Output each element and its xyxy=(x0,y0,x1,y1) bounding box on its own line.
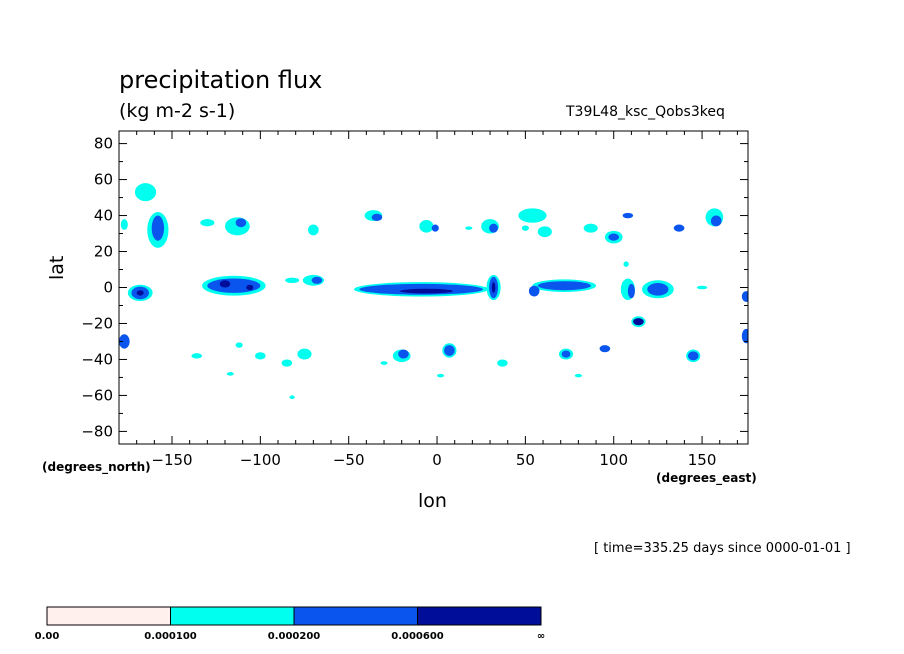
precip-region-63 xyxy=(497,359,508,367)
x-tick-label: 0 xyxy=(432,451,442,469)
precip-region-13 xyxy=(311,276,323,284)
precip-region-29 xyxy=(518,208,547,223)
y-tick-label: 80 xyxy=(94,135,113,153)
y-tick-label: −60 xyxy=(81,386,113,404)
precip-region-73 xyxy=(623,261,629,267)
x-tick-label: −50 xyxy=(333,451,365,469)
precip-region-22 xyxy=(537,281,591,291)
precip-region-52 xyxy=(741,328,748,344)
precip-region-57 xyxy=(281,359,293,367)
precip-region-51 xyxy=(119,334,130,349)
contour-fills xyxy=(119,183,748,400)
chart-units: (kg m-2 s-1) xyxy=(119,100,236,122)
precip-region-26 xyxy=(627,283,635,299)
y-tick-label: 20 xyxy=(94,243,113,261)
precip-region-28 xyxy=(633,318,644,326)
precip-region-50 xyxy=(255,352,266,360)
precip-region-5 xyxy=(136,290,144,296)
colorbar-label-3: 0.000600 xyxy=(391,631,444,642)
axes: −150 −100 −50 0 50 100 150 80 60 40 20 0 −20 −40 −60 −8… xyxy=(81,131,748,469)
precip-region-48 xyxy=(687,351,699,361)
precip-region-24 xyxy=(647,283,669,296)
colorbar-label-0: 0.00 xyxy=(35,631,60,642)
precip-region-61 xyxy=(673,224,685,232)
precip-region-46 xyxy=(561,350,571,358)
precip-region-62 xyxy=(696,285,708,290)
precip-region-11 xyxy=(235,218,247,228)
run-id-label: T39L48_ksc_Qobs3keq xyxy=(566,104,725,120)
precip-region-8 xyxy=(219,280,231,288)
precip-region-30 xyxy=(537,226,552,238)
x-tick-label: −100 xyxy=(240,451,281,469)
colorbar-swatch-2 xyxy=(293,606,418,626)
precip-region-38 xyxy=(431,224,439,232)
precip-region-54 xyxy=(599,345,611,353)
precip-region-72 xyxy=(574,373,582,378)
precip-region-71 xyxy=(289,395,295,400)
precip-region-68 xyxy=(380,361,388,365)
precip-region-9 xyxy=(246,284,254,291)
precip-region-53 xyxy=(741,291,748,302)
precip-region-7 xyxy=(207,278,261,293)
colorbar-label-4: ∞ xyxy=(537,631,545,642)
y-tick-label: 0 xyxy=(103,279,113,297)
colorbar-swatch-1 xyxy=(170,606,295,626)
precip-region-40 xyxy=(489,223,498,233)
precip-region-36 xyxy=(371,213,383,221)
precip-region-20 xyxy=(491,282,496,293)
precip-region-60 xyxy=(622,212,634,219)
precip-region-32 xyxy=(608,233,620,241)
precip-region-37 xyxy=(419,220,434,233)
x-axis-label: lon xyxy=(418,490,447,512)
precip-region-44 xyxy=(444,345,455,356)
precip-region-69 xyxy=(437,373,445,378)
precip-region-58 xyxy=(200,219,215,227)
precip-region-67 xyxy=(465,226,473,230)
y-tick-label: 40 xyxy=(94,207,113,225)
precip-region-2 xyxy=(151,215,165,241)
precip-region-74 xyxy=(120,219,128,230)
time-note: [ time=335.25 days since 0000-01-01 ] xyxy=(594,541,851,556)
precip-region-59 xyxy=(583,223,598,233)
x-tick-label: −150 xyxy=(151,451,192,469)
precip-region-56 xyxy=(191,353,203,359)
y-tick-label: −20 xyxy=(81,314,113,332)
y-units-note: (degrees_north) xyxy=(42,460,151,474)
x-tick-label: 100 xyxy=(599,451,628,469)
precip-region-66 xyxy=(521,225,529,231)
colorbar-label-1: 0.000100 xyxy=(144,631,197,642)
x-tick-label: 150 xyxy=(688,451,717,469)
precip-region-49 xyxy=(297,348,312,360)
x-units-note: (degrees_east) xyxy=(656,471,757,485)
precip-region-64 xyxy=(285,277,300,284)
colorbar-label-2: 0.000200 xyxy=(268,631,321,642)
y-tick-label: −40 xyxy=(81,350,113,368)
precip-region-55 xyxy=(235,342,243,348)
chart-title: precipitation flux xyxy=(119,66,323,94)
precip-region-34 xyxy=(710,215,722,227)
precip-region-70 xyxy=(226,372,234,376)
y-tick-label: −80 xyxy=(81,422,113,440)
precip-region-0 xyxy=(134,183,157,202)
colorbar-swatch-3 xyxy=(417,606,542,626)
precip-region-65 xyxy=(528,285,540,297)
colorbar: 0.00 0.000100 0.000200 0.000600 ∞ xyxy=(35,606,545,642)
precip-region-17 xyxy=(399,288,453,294)
precip-region-14 xyxy=(308,224,319,236)
y-tick-label: 60 xyxy=(94,171,113,189)
x-tick-label: 50 xyxy=(516,451,535,469)
precip-region-42 xyxy=(398,349,409,359)
colorbar-swatch-0 xyxy=(46,606,171,626)
